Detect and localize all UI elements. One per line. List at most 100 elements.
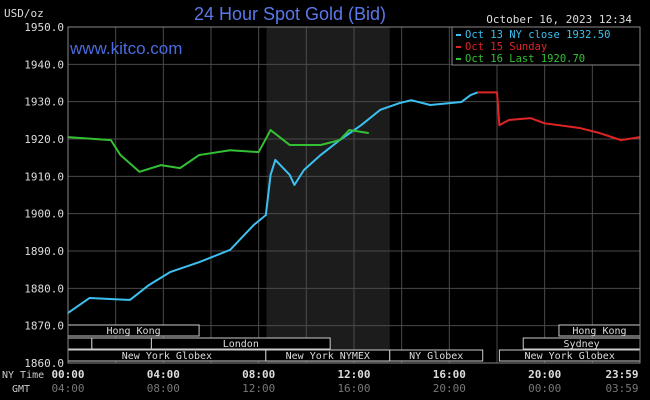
data-point (257, 151, 260, 153)
data-point (288, 174, 291, 176)
x-tick-ny: 00:00 (51, 368, 84, 381)
session-box (150, 337, 331, 350)
session-label: London (223, 339, 259, 350)
data-point (198, 154, 200, 156)
data-point (160, 164, 162, 166)
y-tick-label: 1910.0 (24, 170, 64, 183)
data-point (360, 124, 362, 126)
data-point (229, 249, 231, 251)
x-tick-ny: 23:59 (605, 368, 638, 381)
data-point (429, 104, 432, 106)
data-point (543, 122, 546, 125)
data-point (119, 154, 122, 156)
data-point (477, 91, 479, 94)
data-point (338, 139, 341, 141)
data-point (253, 224, 255, 226)
session-box (389, 349, 484, 362)
data-point (269, 174, 272, 176)
session-label: New York Globex (525, 351, 615, 362)
data-point (148, 284, 150, 286)
data-point (558, 124, 560, 126)
data-point (496, 91, 498, 94)
session-label: Hong Kong (572, 326, 626, 337)
session-label: NY Globex (409, 351, 463, 362)
data-point (303, 169, 305, 171)
x-tick-ny: 20:00 (528, 368, 561, 381)
y-tick-label: 1930.0 (24, 96, 64, 109)
timestamp: October 16, 2023 12:34 (486, 13, 632, 26)
grid (68, 27, 640, 363)
x-axis: 00:0004:0004:0008:0008:0012:0012:0016:00… (51, 368, 638, 395)
data-point (269, 129, 272, 131)
data-point (579, 127, 582, 129)
data-point (598, 132, 601, 134)
data-point (367, 132, 370, 134)
legend-entry: Oct 16 Last 1920.70 (465, 53, 585, 65)
data-point (348, 129, 351, 131)
data-point (138, 171, 141, 173)
data-point (460, 101, 463, 103)
legend-entry: Oct 13 NY close 1932.50 (465, 29, 610, 41)
y-tick-label: 1920.0 (24, 133, 64, 146)
data-point (265, 214, 267, 216)
data-point (293, 184, 296, 186)
data-point (469, 94, 472, 96)
data-point (620, 139, 622, 141)
x-tick-ny: 04:00 (147, 368, 180, 381)
data-point (319, 154, 322, 156)
y-tick-label: 1870.0 (24, 320, 64, 333)
y-tick-label: 1860.0 (24, 357, 64, 370)
session-label: Hong Kong (106, 326, 160, 337)
x-tick-gmt: 00:00 (528, 382, 561, 395)
session-label: Sydney (564, 339, 600, 350)
data-point (319, 144, 322, 146)
gmt-label: GMT (12, 384, 30, 395)
session-label: New York Globex (122, 351, 212, 362)
x-tick-gmt: 20:00 (433, 382, 466, 395)
data-point (410, 99, 413, 101)
data-point (398, 102, 401, 104)
session-box (67, 337, 93, 350)
x-tick-ny: 12:00 (337, 368, 370, 381)
y-axis-label: USD/oz (4, 7, 44, 20)
data-point (508, 119, 510, 121)
session-label: New York NYMEX (286, 351, 370, 362)
plot-border (67, 26, 641, 364)
x-tick-gmt: 08:00 (147, 382, 180, 395)
kitco-watermark: www.kitco.com (69, 39, 182, 58)
data-point (129, 299, 131, 301)
nymex-shade (266, 27, 390, 363)
data-point (110, 139, 112, 141)
data-point (169, 271, 172, 273)
x-tick-gmt: 03:59 (605, 382, 638, 395)
data-point (288, 144, 291, 146)
x-tick-gmt: 04:00 (51, 382, 84, 395)
session-box (91, 337, 152, 350)
data-point (198, 261, 200, 264)
data-point (498, 124, 501, 126)
data-point (274, 159, 277, 161)
legend-entry: Oct 15 Sunday (465, 41, 547, 53)
x-tick-gmt: 16:00 (337, 382, 370, 395)
data-point (179, 167, 181, 169)
x-tick-ny: 16:00 (433, 368, 466, 381)
series-line-0 (67, 91, 479, 314)
y-tick-label: 1890.0 (24, 245, 64, 258)
y-axis: 1950.0 1940.0 1930.0 1920.0 1910.0 1900.0 1890… (24, 21, 64, 370)
y-tick-label: 1880.0 (24, 282, 64, 295)
data-point (229, 149, 231, 151)
y-tick-label: 1940.0 (24, 58, 64, 71)
y-tick-label: 1900.0 (24, 208, 64, 221)
data-point (529, 117, 532, 119)
chart-title: 24 Hour Spot Gold (Bid) (194, 4, 386, 24)
y-tick-label: 1950.0 (24, 21, 64, 34)
data-point (88, 297, 91, 299)
x-tick-ny: 08:00 (242, 368, 275, 381)
x-tick-gmt: 12:00 (242, 382, 275, 395)
data-point (379, 109, 382, 111)
series-lines (67, 91, 641, 314)
ny-time-label: NY Time (2, 370, 44, 381)
